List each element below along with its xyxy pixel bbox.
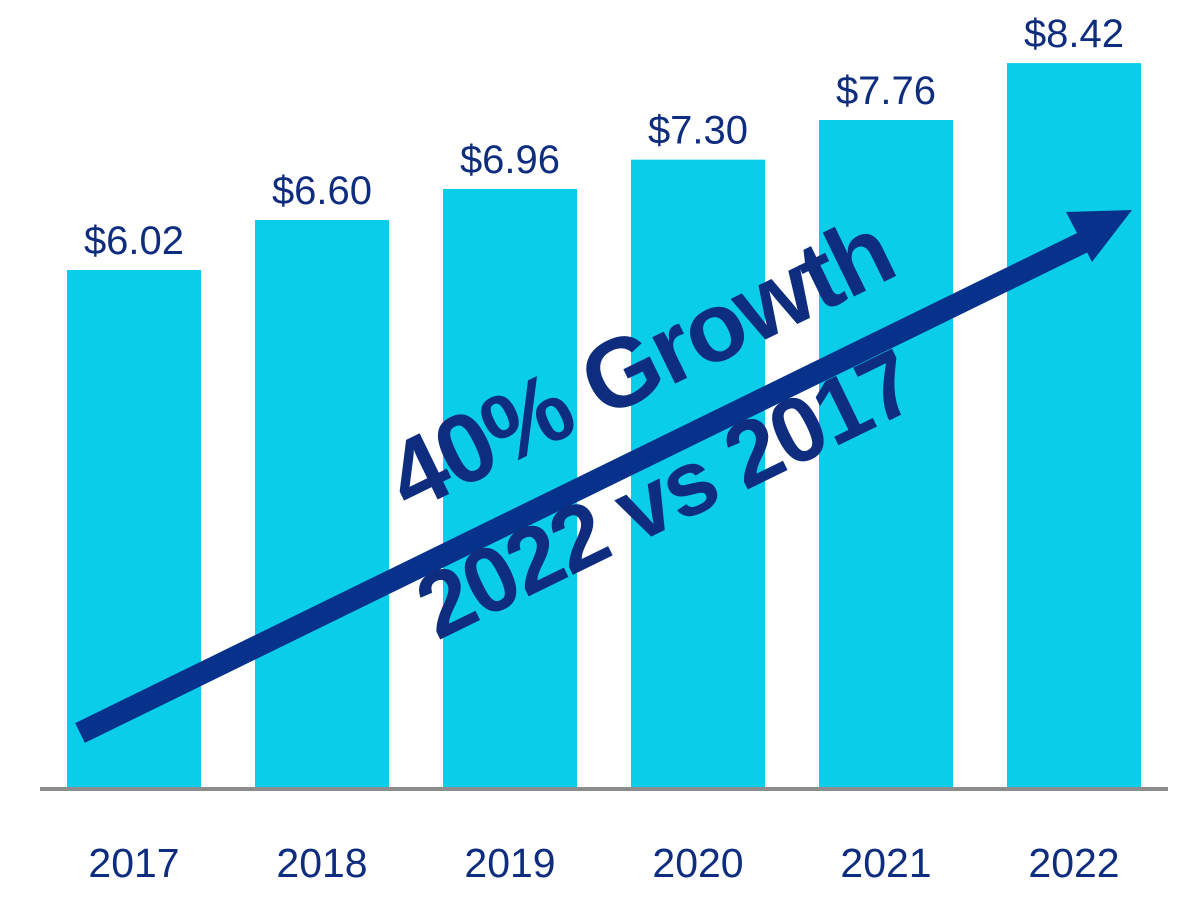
bar-2018 [255, 219, 389, 789]
x-tick-label-2021: 2021 [840, 840, 931, 886]
x-tick-label-2018: 2018 [276, 840, 367, 886]
value-label-2021: $7.76 [836, 69, 936, 113]
value-label-2019: $6.96 [460, 138, 560, 182]
growth-arrow-shaft [75, 225, 1103, 743]
value-labels-group: $6.02 $6.60 $6.96 $7.30 $7.76 $8.42 [84, 12, 1124, 263]
x-tick-label-2020: 2020 [652, 840, 743, 886]
growth-arrow [75, 210, 1132, 743]
value-label-2020: $7.30 [648, 109, 748, 153]
x-tick-label-2022: 2022 [1028, 840, 1119, 886]
x-tick-label-2017: 2017 [88, 840, 179, 886]
bar-2021 [819, 119, 953, 789]
x-tick-labels-group: 2017 2018 2019 2020 2021 2022 [88, 840, 1119, 886]
value-label-2018: $6.60 [272, 169, 372, 213]
bars-group [67, 63, 1141, 790]
growth-arrow-head [1066, 210, 1132, 262]
x-tick-label-2019: 2019 [464, 840, 555, 886]
bar-2020 [631, 159, 765, 790]
value-label-2017: $6.02 [84, 219, 184, 263]
value-label-2022: $8.42 [1024, 12, 1124, 56]
bar-2022 [1007, 63, 1141, 789]
